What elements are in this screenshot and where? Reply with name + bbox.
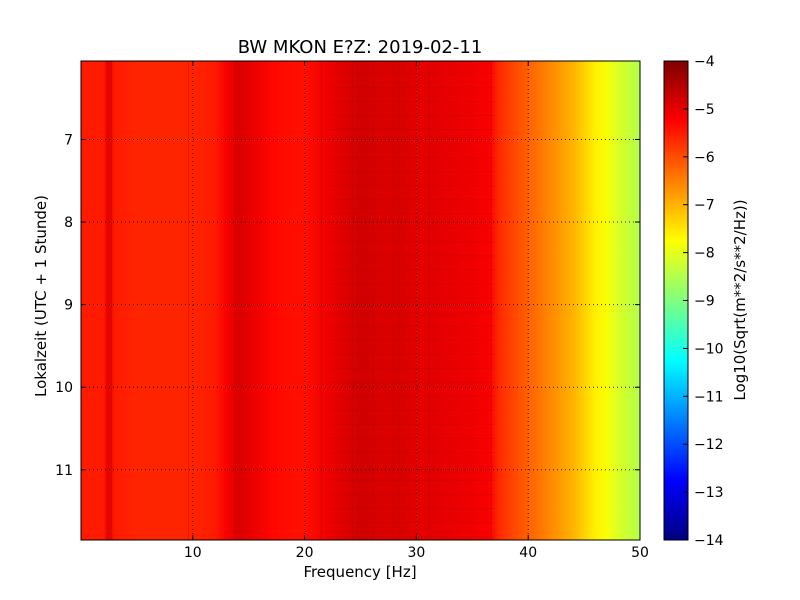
y-tick-label: 7 <box>64 132 73 148</box>
colorbar-tick-label: −8 <box>694 246 715 262</box>
chart-title: BW MKON E?Z: 2019-02-11 <box>238 37 483 58</box>
x-tick-label: 20 <box>296 545 314 561</box>
colorbar-tick-label: −7 <box>694 198 715 214</box>
spectrogram-image <box>81 61 640 540</box>
x-tick-label: 30 <box>407 545 425 561</box>
colorbar-tick-label: −11 <box>694 389 724 405</box>
y-axis-label: Lokalzeit (UTC + 1 Stunde) <box>32 195 50 397</box>
colorbar-tick-label: −14 <box>694 533 724 549</box>
y-tick-label: 11 <box>55 463 73 479</box>
colorbar-tick-label: −10 <box>694 341 724 357</box>
plot-frame <box>80 60 641 541</box>
x-tick-label: 10 <box>184 545 202 561</box>
y-tick-label: 10 <box>55 380 73 396</box>
colorbar-tick-label: −6 <box>694 150 715 166</box>
colorbar-label: Log10(Sqrt(m**2/s**2/Hz)) <box>731 199 749 400</box>
colorbar-tick-label: −9 <box>694 294 715 310</box>
x-axis-ticks: 10 20 30 40 50 <box>184 61 649 561</box>
colorbar-tick-label: −13 <box>694 485 724 501</box>
x-tick-label: 40 <box>519 545 537 561</box>
y-tick-label: 9 <box>64 298 73 314</box>
colorbar-ticks: −4 −5 −6 −7 −8 −9 −10 −11 −12 −13 −14 <box>683 54 724 549</box>
x-axis-label: Frequency [Hz] <box>303 563 416 581</box>
colorbar-tick-label: −5 <box>694 102 715 118</box>
colorbar-tick-label: −4 <box>694 54 715 70</box>
colorbar-tick-label: −12 <box>694 437 724 453</box>
spectrogram-texture <box>106 61 495 540</box>
y-axis-ticks: 7 8 9 10 11 <box>55 132 640 479</box>
y-tick-label: 8 <box>64 215 73 231</box>
plot-area <box>81 61 640 540</box>
x-tick-label: 50 <box>631 545 649 561</box>
